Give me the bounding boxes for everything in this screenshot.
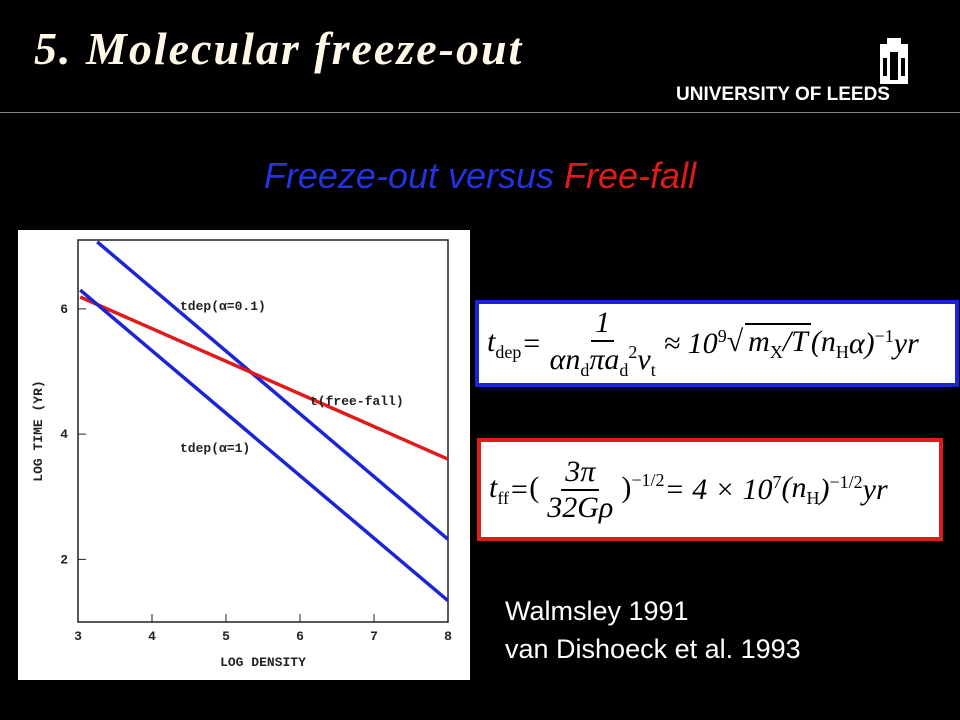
line-series — [79, 295, 449, 461]
eq-term: vt — [637, 343, 655, 380]
chart: 3 4 5 6 7 8 2 4 6 LOG DENSITY LOG TIME (YR) tdep(α=… — [18, 230, 470, 680]
eq-text: m — [748, 324, 770, 358]
eq-superscript: 9 — [717, 326, 727, 346]
fraction: 3π 32Gρ — [543, 455, 617, 525]
eq-text: 1 — [595, 306, 611, 339]
y-tick-label: 6 — [60, 302, 68, 317]
x-tick-label: 8 — [444, 629, 452, 644]
reference: van Dishoeck et al. 1993 — [505, 634, 801, 664]
denominator: 32Gρ — [543, 491, 617, 525]
eq-term: 1 αndπad2vt — [542, 306, 664, 381]
eq-term: (3π 32Gρ)−1/2 — [529, 454, 665, 525]
eq-term: /T — [783, 325, 808, 358]
numerator: 1 — [591, 306, 615, 342]
eq-term: (nH — [782, 471, 820, 509]
divider — [0, 112, 960, 113]
logo-text: UNIVERSITY OF LEEDS — [676, 84, 890, 105]
series-label: tdep(α=1) — [180, 441, 250, 456]
eq-term: yr — [894, 327, 919, 361]
eq-subscript: H — [806, 487, 820, 508]
eq-text: (n — [781, 470, 807, 504]
reference: Walmsley 1991 — [505, 596, 689, 626]
eq-term: 32Gρ — [547, 491, 613, 524]
eq-text: = 4 × 10 — [664, 473, 773, 506]
fraction: 1 αndπad2vt — [546, 306, 660, 381]
eq-text: t — [489, 470, 498, 504]
eq-text: 3π — [565, 454, 596, 488]
equation-box: tff = (3π 32Gρ)−1/2 = 4 × 107 (nH)−1/2 yr — [477, 438, 943, 541]
eq-subscript: dep — [495, 341, 522, 362]
eq-term: 1 — [595, 306, 610, 339]
eq-text: 32Gρ — [547, 490, 614, 524]
eq-text: v — [637, 343, 651, 376]
eq-text: t — [487, 324, 496, 358]
eq-term: ≈ 109 — [664, 326, 727, 361]
eq-superscript: 7 — [772, 472, 782, 492]
eq-subscript: d — [619, 360, 629, 380]
eq-term: yr — [863, 473, 888, 507]
eq-term: α)−1 — [849, 326, 894, 361]
x-tick-label: 3 — [74, 629, 82, 644]
eq-text: (n — [810, 324, 836, 358]
denominator: αndπad2vt — [546, 342, 660, 381]
eq-text: α) — [848, 327, 875, 360]
numerator: 3π — [561, 455, 600, 491]
eq-superscript: 2 — [628, 342, 638, 362]
subtitle-part: versus — [448, 155, 555, 196]
subtitle-part: Freeze-out — [263, 155, 438, 196]
eq-term: )−1/2 — [820, 472, 863, 507]
eq-subscript: d — [580, 360, 590, 380]
eq-term: tdep — [487, 325, 521, 363]
eq-term: = 4 × 107 — [665, 472, 782, 507]
eq-superscript: −1 — [874, 326, 894, 346]
x-tick-label: 5 — [222, 629, 230, 644]
eq-term: 3π — [565, 455, 595, 488]
eq-subscript: X — [769, 341, 783, 362]
y-tick-label: 4 — [60, 427, 68, 442]
eq-term: √ mX/T — [727, 322, 811, 363]
series-label: t(free-fall) — [310, 394, 404, 409]
eq-text: ≈ 10 — [663, 327, 718, 360]
eq-term: tff — [489, 471, 509, 509]
eq-subscript: H — [835, 341, 849, 362]
x-tick-label: 7 — [370, 629, 378, 644]
eq-superscript: −1/2 — [631, 469, 665, 490]
x-tick-label: 4 — [148, 629, 156, 644]
eq-term: = — [509, 473, 529, 507]
line-series — [79, 288, 450, 603]
eq-text: yr — [862, 472, 888, 506]
logo-icon — [880, 38, 908, 84]
eq-text: = — [521, 326, 542, 360]
eq-subscript: ff — [497, 487, 510, 508]
x-axis-label: LOG DENSITY — [220, 655, 306, 670]
eq-term: πad2 — [589, 342, 638, 380]
equation-box: tdep = 1 αndπad2vt ≈ 109 √ mX/T (nH α)−1 yr — [475, 300, 959, 387]
eq-text: = — [509, 472, 530, 506]
eq-subscript: t — [650, 360, 656, 380]
subtitle: Freeze-out versus Free-fall — [0, 155, 960, 197]
eq-term: = — [521, 327, 541, 361]
eq-term: (nH — [811, 325, 849, 363]
line-series — [96, 240, 450, 541]
eq-text: αn — [549, 343, 581, 376]
radicand: mX/T — [745, 322, 811, 362]
eq-text: ) — [819, 473, 830, 506]
eq-term: mX — [748, 324, 783, 362]
eq-superscript: −1/2 — [829, 472, 863, 492]
eq-term: αnd — [549, 343, 590, 380]
subtitle-part: Free-fall — [564, 155, 697, 196]
series-label: tdep(α=0.1) — [180, 299, 266, 314]
x-tick-label: 6 — [296, 629, 304, 644]
references: Walmsley 1991 van Dishoeck et al. 1993 — [505, 592, 801, 668]
eq-text: /T — [782, 324, 808, 358]
y-tick-label: 2 — [60, 552, 68, 567]
plot-frame — [77, 239, 449, 623]
slide-title: 5. Molecular freeze-out — [34, 23, 524, 74]
y-axis-label: LOG TIME (YR) — [31, 380, 46, 481]
eq-text: yr — [893, 326, 919, 360]
eq-text: πa — [589, 343, 620, 376]
